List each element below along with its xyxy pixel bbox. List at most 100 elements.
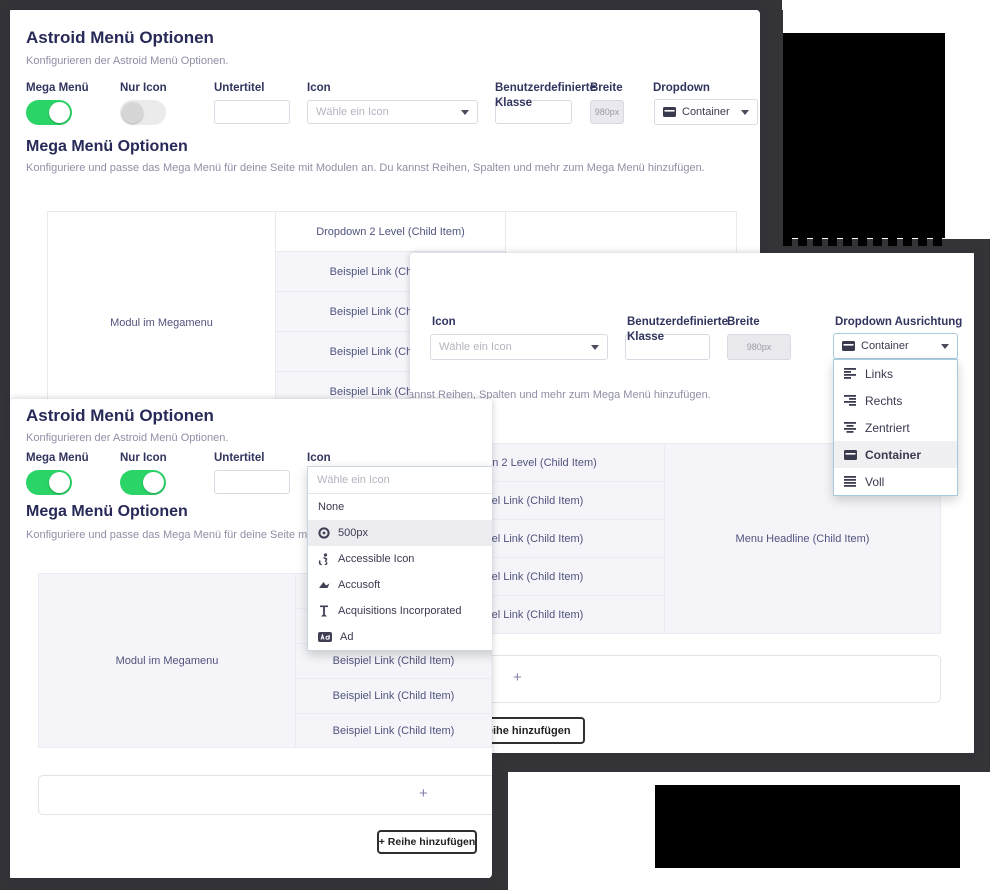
redaction-box-top xyxy=(783,33,945,238)
frame-top xyxy=(0,0,782,10)
menu-item-label: Container xyxy=(865,447,922,462)
align-right-icon xyxy=(844,395,856,406)
breite-input: 980px xyxy=(590,100,624,124)
align-center-icon xyxy=(844,422,856,433)
add-column-box[interactable] xyxy=(38,775,492,815)
mega-menu-label: Mega Menü xyxy=(26,82,89,94)
frame-left xyxy=(0,0,10,890)
section-description: Konfiguriere und passe das Mega Menü für… xyxy=(26,162,705,174)
icon-label: Icon xyxy=(432,316,456,328)
icon-select-placeholder: Wähle ein Icon xyxy=(439,341,512,353)
toggle-knob xyxy=(49,472,70,493)
untertitel-label: Untertitel xyxy=(214,452,265,464)
plus-icon[interactable]: + xyxy=(419,785,428,802)
accusoft-icon xyxy=(319,582,330,588)
redaction-box-bottom xyxy=(655,785,960,868)
menu-item-label: 500px xyxy=(338,527,368,539)
icon-option-ad[interactable]: Ad xyxy=(308,624,492,650)
menu-item-label: Accusoft xyxy=(338,579,381,591)
add-column-box[interactable] xyxy=(410,655,941,703)
untertitel-input[interactable] xyxy=(214,470,290,494)
icon-select-placeholder: Wähle ein Icon xyxy=(316,106,389,118)
untertitel-input[interactable] xyxy=(214,100,290,124)
nur-icon-label: Nur Icon xyxy=(120,452,167,464)
table-row[interactable]: Dropdown 2 Level (Child Item) xyxy=(275,211,506,252)
menu-item-label: Acquisitions Incorporated xyxy=(338,605,462,617)
nur-icon-toggle[interactable] xyxy=(120,100,166,125)
breite-input: 980px xyxy=(727,334,791,360)
frame-panel2-bottom xyxy=(480,753,990,772)
toggle-knob xyxy=(122,102,143,123)
menu-item-voll[interactable]: Voll xyxy=(834,468,957,495)
toggle-knob xyxy=(49,102,70,123)
custom-class-label: Benutzerdefinierte Klasse xyxy=(627,316,728,343)
frame-panel3-bottom xyxy=(0,878,508,890)
icon-select[interactable]: Wähle ein Icon xyxy=(430,334,608,360)
align-justify-icon xyxy=(844,476,856,487)
section-title: Mega Menü Optionen xyxy=(26,503,188,520)
module-cell[interactable]: Modul im Megamenu xyxy=(47,211,276,435)
plus-icon[interactable]: + xyxy=(513,669,522,686)
breite-label: Breite xyxy=(590,82,623,94)
dropdown-label: Dropdown xyxy=(653,82,710,94)
add-row-button[interactable]: + Reihe hinzufügen xyxy=(377,830,477,854)
dropdown-select-value: Container xyxy=(682,106,730,118)
nur-icon-toggle[interactable] xyxy=(120,470,166,495)
custom-class-label: Benutzerdefinierte Klasse xyxy=(495,82,596,109)
nur-icon-label: Nur Icon xyxy=(120,82,167,94)
container-icon xyxy=(663,107,676,117)
mega-menu-toggle[interactable] xyxy=(26,470,72,495)
section-description: Konfiguriere und passe das Mega Menü für… xyxy=(410,389,711,401)
dropdown-ausrichtung-label: Dropdown Ausrichtung xyxy=(835,316,963,328)
dropdown-ausrichtung-select[interactable]: Container xyxy=(833,333,958,359)
page-subtitle: Konfigurieren der Astroid Menü Optionen. xyxy=(26,55,229,67)
menu-item-label: Voll xyxy=(865,474,885,489)
page-title: Astroid Menü Optionen xyxy=(26,28,214,47)
chevron-down-icon xyxy=(941,343,949,349)
menu-item-label: Ad xyxy=(340,631,354,643)
menu-item-zentriert[interactable]: Zentriert xyxy=(834,414,957,441)
menu-item-label: Rechts xyxy=(865,393,903,408)
table-row[interactable]: Beispiel Link (Child Item) xyxy=(295,713,492,748)
icon-option-500px[interactable]: 500px xyxy=(308,520,492,546)
icon-label: Icon xyxy=(307,82,331,94)
chevron-down-icon xyxy=(461,109,469,115)
frame-panel3-right xyxy=(490,771,508,890)
module-cell[interactable]: Modul im Megamenu xyxy=(38,573,296,748)
dropdown-select-value: Container xyxy=(861,340,909,352)
custom-class-input[interactable] xyxy=(625,334,710,360)
dropdown-select[interactable]: Container xyxy=(654,99,758,125)
icon-option-acquisitions-incorporated[interactable]: Acquisitions Incorporated xyxy=(308,598,492,624)
frame-panel1-right xyxy=(758,10,783,253)
menu-item-label: Links xyxy=(865,366,894,381)
breite-label: Breite xyxy=(727,316,760,328)
menu-item-rechts[interactable]: Rechts xyxy=(834,387,957,414)
align-left-icon xyxy=(844,368,856,379)
mega-menu-label: Mega Menü xyxy=(26,452,89,464)
icon-search-input[interactable]: Wähle ein Icon xyxy=(308,467,492,494)
redaction-box-teeth xyxy=(783,238,945,246)
section-title: Mega Menü Optionen xyxy=(26,138,188,155)
icon-select-menu: Wähle ein Icon None 500px Accessible Ico… xyxy=(307,466,492,651)
accessible-icon xyxy=(318,553,328,565)
untertitel-label: Untertitel xyxy=(214,82,265,94)
500px-icon xyxy=(318,527,330,539)
menu-item-container[interactable]: Container xyxy=(834,441,957,468)
mega-menu-toggle[interactable] xyxy=(26,100,72,125)
icon-option-accessible-icon[interactable]: Accessible Icon xyxy=(308,546,492,572)
icon-option-none[interactable]: None xyxy=(308,494,492,520)
acquisitions-incorporated-icon xyxy=(320,605,328,617)
headline-cell[interactable]: Menu Headline (Child Item) xyxy=(664,443,941,634)
menu-item-links[interactable]: Links xyxy=(834,360,957,387)
ad-icon xyxy=(318,631,332,642)
chevron-down-icon xyxy=(741,109,749,115)
icon-select[interactable]: Wähle ein Icon xyxy=(307,100,478,124)
dropdown-ausrichtung-menu: Links Rechts Zentriert Container Voll xyxy=(833,359,958,496)
chevron-down-icon xyxy=(591,344,599,350)
menu-item-label: Accessible Icon xyxy=(338,553,415,565)
menu-item-label: Zentriert xyxy=(865,420,910,435)
table-row[interactable]: Beispiel Link (Child Item) xyxy=(295,678,492,714)
custom-class-input[interactable] xyxy=(495,100,572,124)
page-subtitle: Konfigurieren der Astroid Menü Optionen. xyxy=(26,432,229,444)
icon-option-accusoft[interactable]: Accusoft xyxy=(308,572,492,598)
